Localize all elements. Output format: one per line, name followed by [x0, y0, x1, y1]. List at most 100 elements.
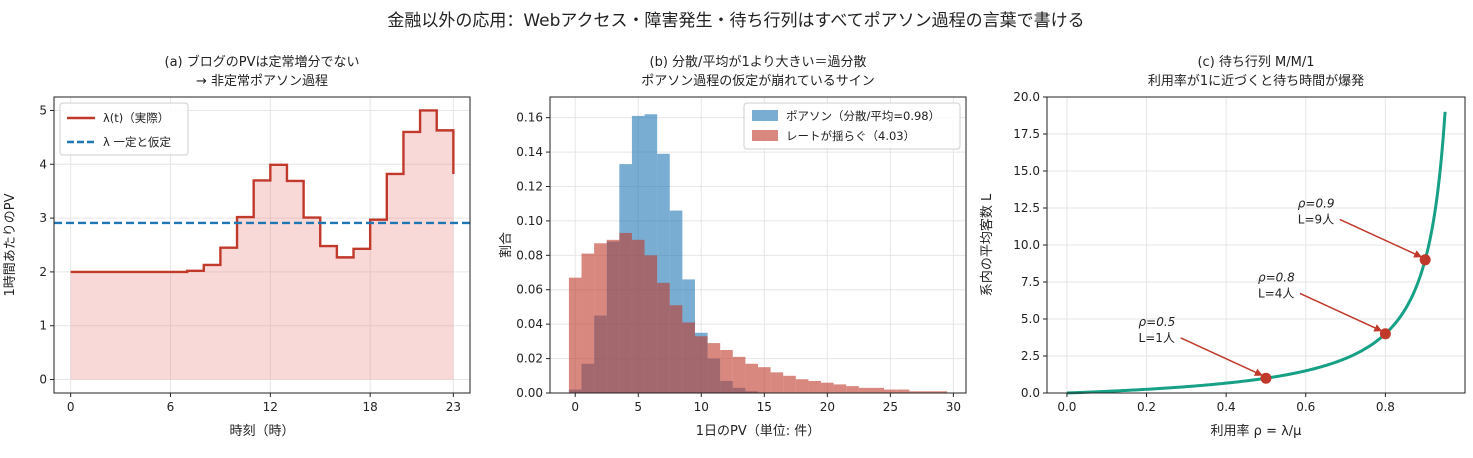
b-bar-fluctuating — [934, 391, 948, 393]
c-y-axis-label: 系内の平均客数 L — [979, 193, 995, 296]
c-ytick-label: 0.0 — [1021, 386, 1040, 400]
b-title-line-1: (b) 分散/平均が1より大きい＝過分散 — [650, 55, 867, 70]
b-bar-fluctuating — [682, 322, 695, 393]
b-bar-fluctuating — [745, 363, 758, 393]
b-ytick-label: 0.16 — [516, 111, 543, 125]
b-y-axis-label: 割合 — [498, 232, 514, 258]
a-ytick-label: 5 — [39, 103, 47, 117]
b-bar-fluctuating — [770, 372, 784, 393]
b-bar-fluctuating — [783, 375, 796, 393]
b-bar-fluctuating — [619, 232, 632, 393]
b-bar-fluctuating — [846, 386, 859, 393]
b-legend-label-fluctuating: レートが揺らぐ（4.03） — [786, 129, 915, 143]
b-bar-fluctuating — [833, 384, 847, 393]
a-legend: λ(t)（実際） λ 一定と仮定 — [59, 102, 189, 156]
c-ytick-label: 12.5 — [1013, 201, 1040, 215]
a-ytick-label: 2 — [39, 265, 47, 279]
a-xtick-label: 0 — [67, 400, 75, 414]
c-ytick-label: 5.0 — [1021, 312, 1040, 326]
b-ytick-label: 0.06 — [516, 283, 543, 297]
c-queue-length-curve — [1066, 111, 1447, 395]
a-ytick-label: 0 — [39, 373, 47, 387]
b-bar-fluctuating — [795, 379, 809, 393]
c-xtick-label: 0.2 — [1137, 400, 1156, 414]
a-x-axis-label: 時刻（時） — [229, 424, 294, 439]
b-ytick-label: 0.08 — [516, 248, 543, 262]
c-ytick-label: 2.5 — [1021, 349, 1040, 363]
panel-b-chart: 0 5 10 15 20 25 30 0.00 0.02 0.04 0.06 0.08 0.10 0.12… — [498, 55, 967, 439]
a-ytick-label: 1 — [39, 319, 47, 333]
b-xtick-label: 0 — [571, 400, 579, 414]
b-bar-fluctuating — [909, 391, 922, 393]
c-xtick-label: 0.0 — [1057, 400, 1076, 414]
b-axes-frame — [549, 96, 967, 394]
a-xtick-label: 6 — [167, 400, 175, 414]
b-bar-fluctuating — [568, 277, 582, 393]
b-bar-fluctuating — [821, 382, 834, 393]
c-title-line-2: 利用率が1に近づくと待ち時間が爆発 — [1148, 73, 1364, 89]
c-annotation-arrow — [1299, 292, 1383, 332]
b-bar-fluctuating — [858, 387, 872, 393]
c-xtick-label: 0.4 — [1217, 400, 1236, 414]
a-y-axis-label: 1時間あたりのPV — [3, 193, 18, 296]
b-bar-fluctuating — [644, 255, 658, 393]
c-ytick-label: 20.0 — [1013, 90, 1040, 104]
c-annotation-arrow — [1180, 337, 1263, 376]
b-bar-fluctuating — [720, 349, 733, 393]
a-xtick-label: 12 — [263, 400, 278, 414]
c-ytick-label: 17.5 — [1013, 127, 1040, 141]
c-annotation-arrow — [1339, 218, 1423, 258]
c-ytick-label: 7.5 — [1021, 275, 1040, 289]
c-annotation-L: L=1人 — [1139, 331, 1175, 345]
a-title-line-2: → 非定常ポアソン過程 — [196, 74, 328, 89]
b-ytick-label: 0.10 — [516, 214, 543, 228]
b-bar-fluctuating — [631, 239, 645, 393]
b-bar-fluctuating — [606, 239, 620, 393]
a-ytick-label: 4 — [39, 157, 47, 171]
b-xtick-label: 30 — [946, 400, 961, 414]
a-axes-frame — [53, 96, 471, 394]
b-xtick-label: 5 — [634, 400, 642, 414]
a-legend-label-actual: λ(t)（実際） — [103, 111, 169, 125]
a-xtick-label: 23 — [446, 400, 461, 414]
b-legend-swatch-poisson — [752, 110, 778, 121]
b-bar-fluctuating — [694, 336, 708, 393]
c-annotation-rho: ρ=0.9 — [1298, 196, 1335, 210]
b-ytick-label: 0.12 — [516, 179, 543, 193]
b-legend-box — [743, 102, 961, 150]
c-x-axis-label: 利用率 ρ = λ/μ — [1211, 423, 1302, 439]
b-title-line-2: ポアソン過程の仮定が崩れているサイン — [641, 74, 875, 89]
c-highlight-point — [1419, 254, 1431, 266]
b-ytick-label: 0.14 — [516, 145, 543, 159]
panel-c-chart: ρ=0.5 L=1人 ρ=0.8 L=4人 ρ=0.9 L=9人 0.0 0.2 0.4 0.6 0… — [979, 55, 1466, 439]
b-xtick-label: 10 — [694, 400, 709, 414]
c-title-line-1: (c) 待ち行列 M/M/1 — [1197, 55, 1314, 70]
b-bar-fluctuating — [921, 391, 935, 393]
b-ytick-label: 0.04 — [516, 317, 543, 331]
a-xtick-label: 18 — [363, 400, 378, 414]
b-legend-label-poisson: ポアソン（分散/平均=0.98） — [786, 109, 940, 123]
b-ytick-label: 0.00 — [516, 386, 543, 400]
a-title-line-1: (a) ブログのPVは定常増分でない — [165, 54, 360, 70]
b-bar-fluctuating — [758, 367, 771, 393]
b-bar-fluctuating — [808, 380, 822, 393]
b-xtick-label: 20 — [820, 400, 835, 414]
c-ytick-label: 10.0 — [1013, 238, 1040, 252]
b-bar-fluctuating — [669, 305, 683, 393]
c-xtick-label: 0.8 — [1376, 400, 1395, 414]
a-rate-area — [70, 110, 454, 380]
c-annotation-rho: ρ=0.5 — [1139, 315, 1176, 329]
b-bar-fluctuating — [884, 389, 897, 393]
c-annotation-L: L=4人 — [1258, 286, 1294, 300]
c-annotation-L: L=9人 — [1298, 212, 1334, 226]
b-ytick-label: 0.02 — [516, 352, 543, 366]
c-highlight-point — [1260, 372, 1272, 384]
b-xtick-label: 25 — [883, 400, 898, 414]
c-xtick-label: 0.6 — [1296, 400, 1315, 414]
b-legend-swatch-fluctuating — [752, 130, 778, 141]
figure-suptitle: 金融以外の応用：Webアクセス・障害発生・待ち行列はすべてポアソン過程の言葉で書… — [387, 11, 1084, 31]
b-bar-fluctuating — [581, 253, 595, 393]
c-annotation-rho: ρ=0.8 — [1258, 270, 1295, 284]
